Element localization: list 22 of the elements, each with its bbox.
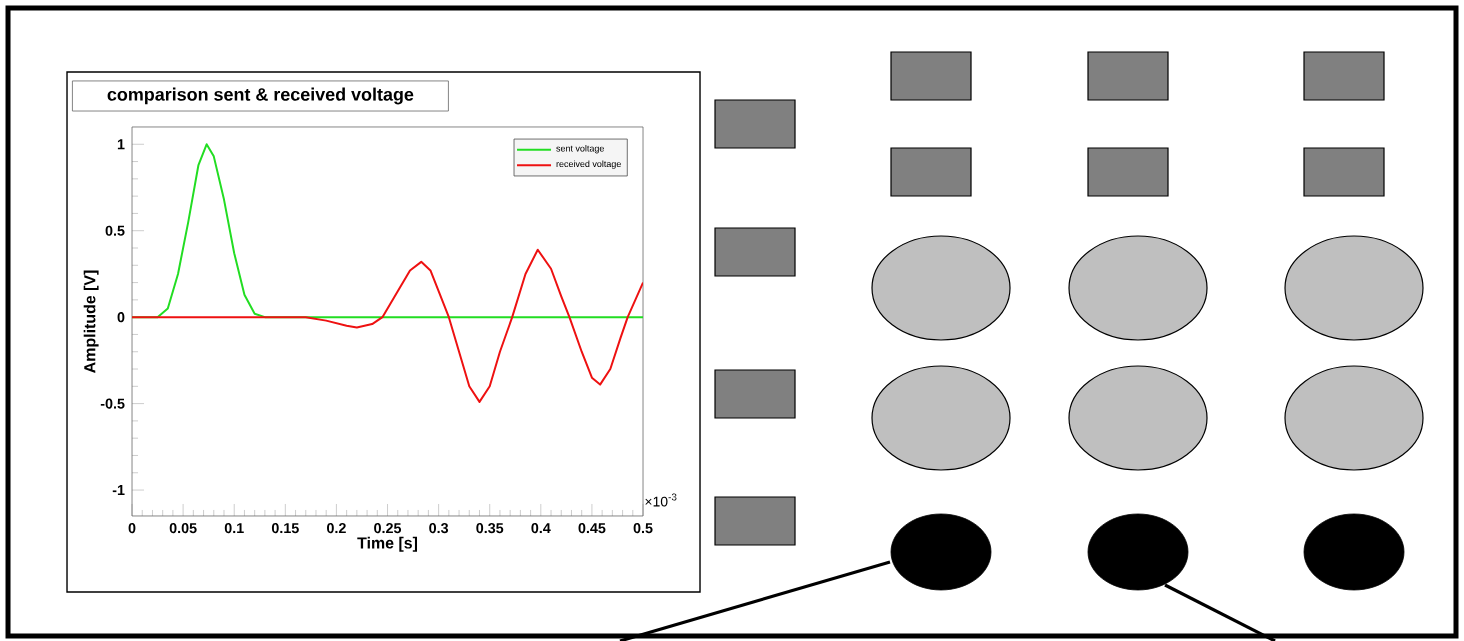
legend-label: sent voltage [556,145,604,154]
chart-title: comparison sent & received voltage [107,87,414,105]
x-tick-label: 0.25 [374,523,402,534]
x-tick-label: 0.45 [578,523,606,534]
x-tick-label: 0.4 [531,523,551,534]
x-tick-label: 0.15 [271,523,299,534]
y-tick-label: 1 [117,139,125,150]
x-tick-label: 0.05 [169,523,197,534]
x-tick-label: 0.1 [224,523,244,534]
legend-label: received voltage [556,160,621,169]
y-tick-label: -1 [112,485,125,495]
y-tick-label: 0.5 [105,225,125,236]
x-tick-label: 0.35 [476,523,504,534]
x-tick-label: 0.5 [633,523,653,534]
y-axis-title: Amplitude [V] [83,270,99,373]
x-tick-label: 0.2 [327,523,346,534]
text: ×10$^{-3}$ [645,493,677,507]
x-tick-label: 0.3 [429,523,449,534]
y-tick-label: -0.5 [100,398,125,409]
x-tick-label: 0 [128,523,136,534]
x-axis-title: Time [s] [357,536,418,552]
y-tick-label: 0 [117,312,125,323]
